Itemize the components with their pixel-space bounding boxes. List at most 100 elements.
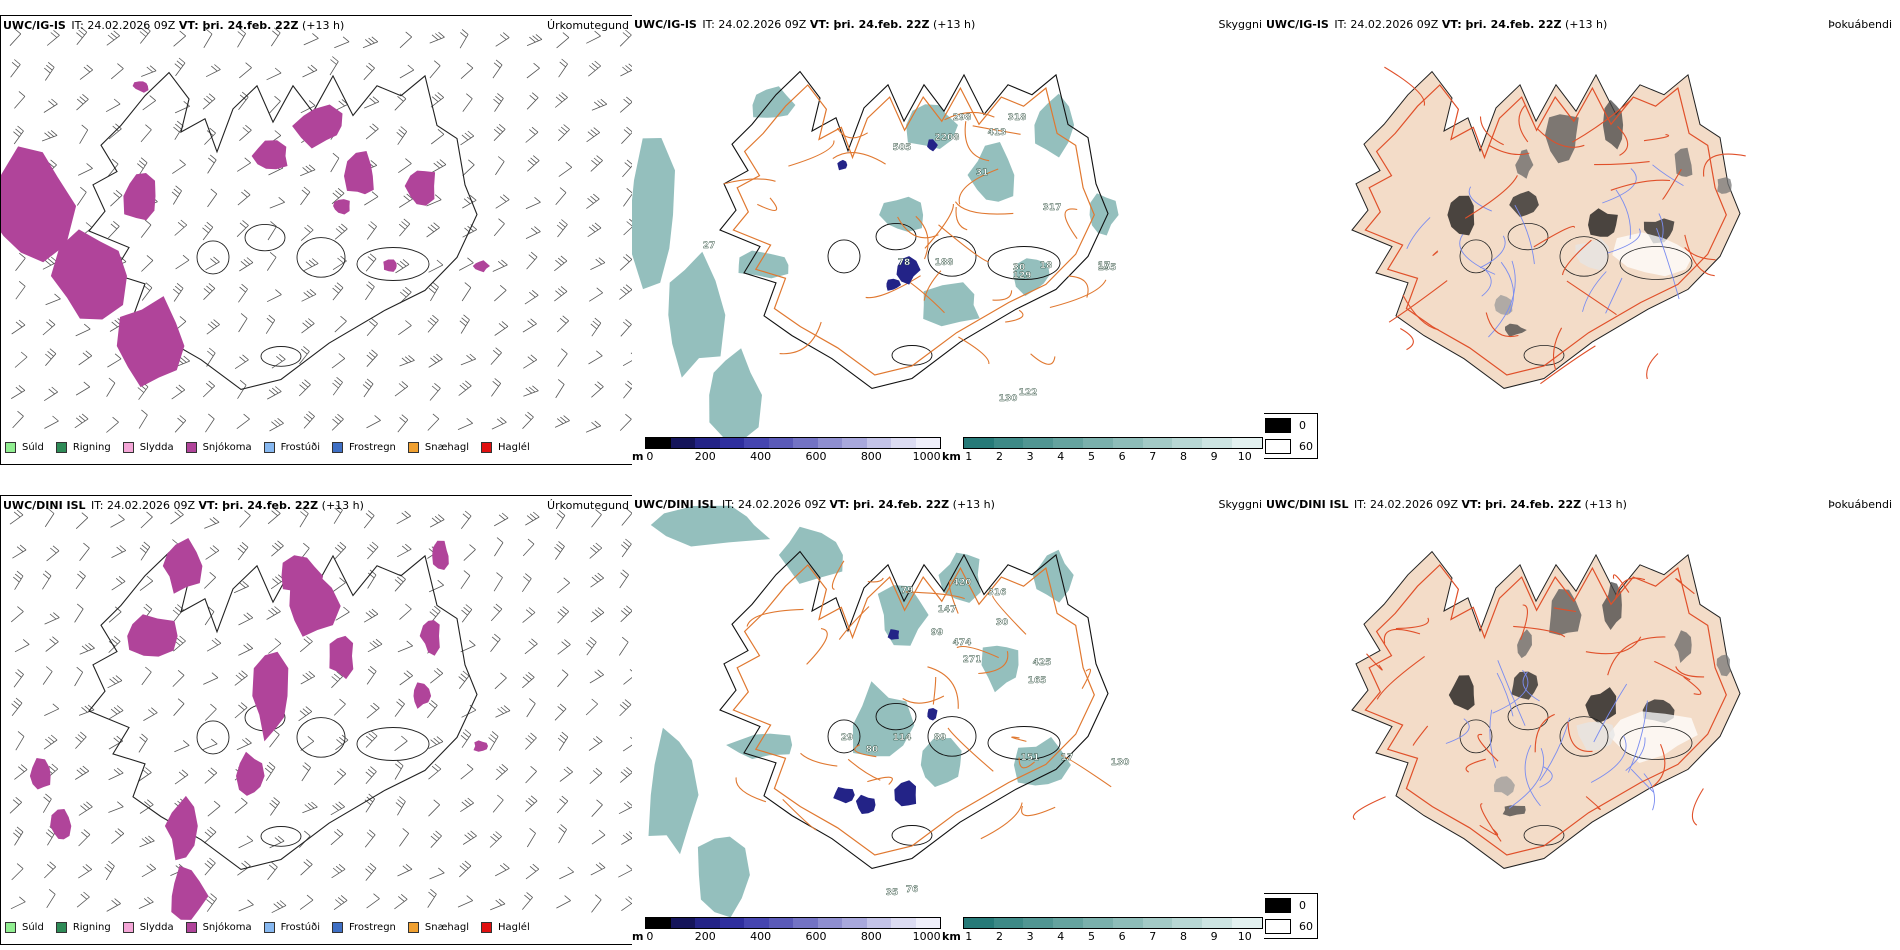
wind-barb bbox=[427, 705, 438, 719]
ceiling-label: 130 bbox=[999, 394, 1018, 404]
wind-barb-feather bbox=[598, 862, 606, 869]
wind-barb-feather bbox=[622, 834, 630, 841]
ceiling-label: 317 bbox=[1043, 203, 1062, 213]
wind-barb bbox=[363, 67, 375, 81]
wind-barb-feather bbox=[338, 863, 346, 870]
wind-barb bbox=[394, 386, 409, 397]
wind-barb-feather bbox=[303, 292, 310, 298]
wind-barb-feather bbox=[47, 508, 55, 514]
wind-barb-feather bbox=[111, 321, 118, 328]
road bbox=[1412, 725, 1429, 746]
river bbox=[1406, 217, 1431, 249]
wind-barb-feather bbox=[151, 707, 158, 714]
road bbox=[972, 125, 1021, 135]
wind-barb-feather bbox=[241, 541, 249, 548]
wind-barb-feather bbox=[437, 579, 444, 586]
fog-legend-label: 60 bbox=[1299, 440, 1313, 453]
wind-barb-feather bbox=[375, 638, 383, 645]
fog-index-blob bbox=[1515, 149, 1534, 179]
fog-legend-label: 0 bbox=[1299, 419, 1306, 432]
wind-barb-feather bbox=[369, 569, 377, 576]
wind-barb-feather bbox=[42, 573, 50, 580]
wind-barb-feather bbox=[590, 129, 598, 136]
wind-barb-feather bbox=[46, 321, 53, 328]
wind-barb-feather bbox=[398, 698, 405, 705]
wind-barb bbox=[460, 319, 470, 334]
glacier-outline bbox=[196, 720, 230, 755]
wind-barb bbox=[586, 132, 600, 143]
wind-barb-feather bbox=[181, 769, 189, 776]
low-ceiling-area bbox=[855, 794, 876, 814]
wind-barb-feather bbox=[49, 348, 57, 355]
wind-barb-feather bbox=[593, 101, 601, 108]
scale-cell bbox=[1112, 438, 1143, 448]
wind-barb-feather bbox=[270, 221, 277, 227]
wind-barb-feather bbox=[460, 32, 467, 38]
wind-barb-feather bbox=[403, 672, 411, 679]
wind-barb-feather bbox=[366, 354, 374, 361]
road bbox=[1553, 607, 1577, 613]
wind-barb-feather bbox=[625, 898, 632, 904]
ceiling-label: 35 bbox=[886, 888, 899, 898]
road bbox=[923, 270, 942, 301]
wind-barb-feather bbox=[626, 187, 633, 194]
wind-barb-feather bbox=[496, 126, 503, 133]
wind-barb bbox=[138, 738, 148, 753]
ceiling-areas bbox=[833, 629, 938, 814]
wind-barb-feather bbox=[45, 793, 52, 800]
wind-barb bbox=[75, 328, 91, 337]
wind-barb-feather bbox=[208, 347, 216, 354]
wind-barb-feather bbox=[210, 321, 218, 328]
wind-barb-feather bbox=[247, 899, 254, 906]
wind-barb-feather bbox=[433, 737, 440, 744]
wind-barb bbox=[495, 710, 511, 718]
wind-barb-feather bbox=[175, 123, 182, 130]
scale-cell bbox=[1231, 918, 1262, 928]
ceiling-label: 76 bbox=[906, 885, 919, 895]
wind-barb-feather bbox=[464, 510, 472, 517]
wind-barb-feather bbox=[239, 356, 246, 363]
wind-barb-feather bbox=[303, 542, 310, 549]
wind-barb bbox=[44, 866, 56, 879]
wind-barb bbox=[557, 582, 570, 594]
road bbox=[980, 802, 1023, 840]
snow-area bbox=[162, 538, 203, 594]
wind-barb-feather bbox=[499, 34, 507, 40]
road bbox=[1684, 247, 1716, 261]
wind-barb bbox=[367, 643, 383, 653]
scale-cell bbox=[768, 918, 794, 928]
wind-barb-feather bbox=[623, 802, 631, 809]
wind-barb-feather bbox=[532, 385, 539, 392]
wind-barb-feather bbox=[598, 257, 606, 264]
wind-barb-feather bbox=[563, 577, 570, 584]
wind-barb-feather bbox=[177, 669, 185, 676]
wind-barb-feather bbox=[304, 762, 311, 768]
wind-barb-feather bbox=[143, 541, 151, 548]
scale-cell bbox=[670, 438, 696, 448]
wind-barb bbox=[79, 647, 95, 655]
wind-barb-feather bbox=[146, 66, 154, 73]
wind-barb-feather bbox=[495, 59, 503, 66]
river bbox=[1658, 213, 1664, 241]
wind-barb-feather bbox=[370, 221, 377, 227]
wind-barb bbox=[238, 904, 254, 912]
wind-barb-feather bbox=[202, 227, 209, 234]
wind-barb-feather bbox=[79, 570, 86, 577]
wind-barb-feather bbox=[459, 865, 467, 872]
wind-barb-feather bbox=[365, 39, 372, 45]
wind-barb bbox=[426, 199, 442, 207]
wind-barb-feather bbox=[464, 729, 472, 735]
wind-barb bbox=[329, 61, 339, 76]
wind-barb bbox=[590, 867, 606, 876]
wind-barb bbox=[10, 64, 21, 78]
wind-barb-feather bbox=[15, 697, 23, 704]
fog-legend-swatch bbox=[1265, 439, 1291, 454]
wind-barb bbox=[207, 193, 218, 208]
visibility-areas bbox=[632, 86, 1119, 442]
wind-barb-feather bbox=[560, 286, 568, 292]
wind-barb bbox=[525, 868, 540, 880]
wind-barb bbox=[108, 128, 122, 140]
road bbox=[1477, 733, 1499, 762]
road bbox=[1518, 105, 1529, 143]
